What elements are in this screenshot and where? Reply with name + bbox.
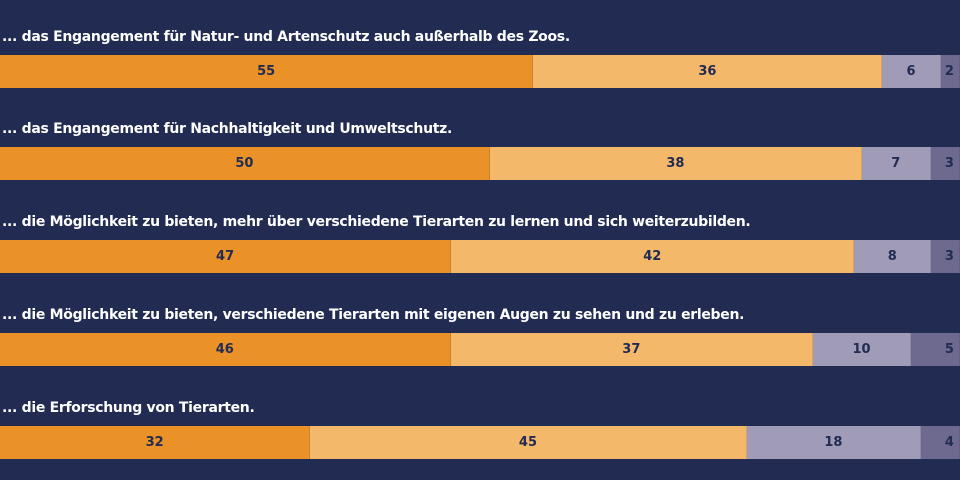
stacked-bar: 50 38 7 3 (0, 147, 960, 180)
bar-segment: 47 (0, 240, 452, 273)
stacked-bar: 47 42 8 3 (0, 240, 960, 273)
bar-segment: 7 (862, 147, 931, 180)
data-label: 3 (944, 156, 954, 171)
data-label: 55 (257, 64, 276, 79)
category-label: ... die Möglichkeit zu bieten, verschied… (2, 307, 745, 323)
stacked-bar: 32 45 18 4 (0, 426, 960, 459)
data-label: 2 (944, 64, 954, 79)
data-label: 50 (235, 156, 254, 171)
bar-segment: 36 (533, 55, 883, 88)
bar-segment: 55 (0, 55, 534, 88)
bar-segment: 46 (0, 333, 451, 366)
data-label: 4 (944, 435, 954, 450)
data-label: 5 (944, 342, 954, 357)
bar-segment: 5 (911, 333, 960, 366)
bar-segment: 4 (921, 426, 960, 459)
bar-segment: 3 (930, 147, 960, 180)
data-label: 8 (887, 249, 897, 264)
bar-segment: 6 (882, 55, 941, 88)
stacked-bar: 46 37 10 5 (0, 333, 960, 366)
bar-segment: 2 (940, 55, 960, 88)
bar-segment: 3 (931, 240, 960, 273)
bar-segment: 50 (0, 147, 490, 180)
category-label: ... die Möglichkeit zu bieten, mehr über… (2, 214, 751, 230)
data-label: 18 (824, 435, 843, 450)
category-label: ... das Engangement für Nachhaltigkeit u… (2, 121, 453, 137)
data-label: 38 (666, 156, 685, 171)
bar-segment: 38 (489, 147, 863, 180)
data-label: 6 (906, 64, 916, 79)
category-label: ... die Erforschung von Tierarten. (2, 400, 255, 416)
stacked-bar: 55 36 6 2 (0, 55, 960, 88)
data-label: 47 (216, 249, 235, 264)
data-label: 32 (145, 435, 164, 450)
data-label: 36 (698, 64, 717, 79)
data-label: 3 (944, 249, 954, 264)
bar-segment: 8 (854, 240, 932, 273)
data-label: 37 (622, 342, 641, 357)
data-label: 10 (852, 342, 871, 357)
bar-segment: 42 (451, 240, 855, 273)
bar-segment: 10 (813, 333, 911, 366)
bar-segment: 45 (310, 426, 747, 459)
data-label: 46 (215, 342, 234, 357)
bar-segment: 18 (746, 426, 922, 459)
category-label: ... das Engangement für Natur- und Arten… (2, 29, 570, 45)
bar-segment: 32 (0, 426, 311, 459)
data-label: 7 (891, 156, 901, 171)
bar-segment: 37 (450, 333, 814, 366)
data-label: 45 (518, 435, 538, 450)
data-label: 42 (643, 249, 662, 264)
